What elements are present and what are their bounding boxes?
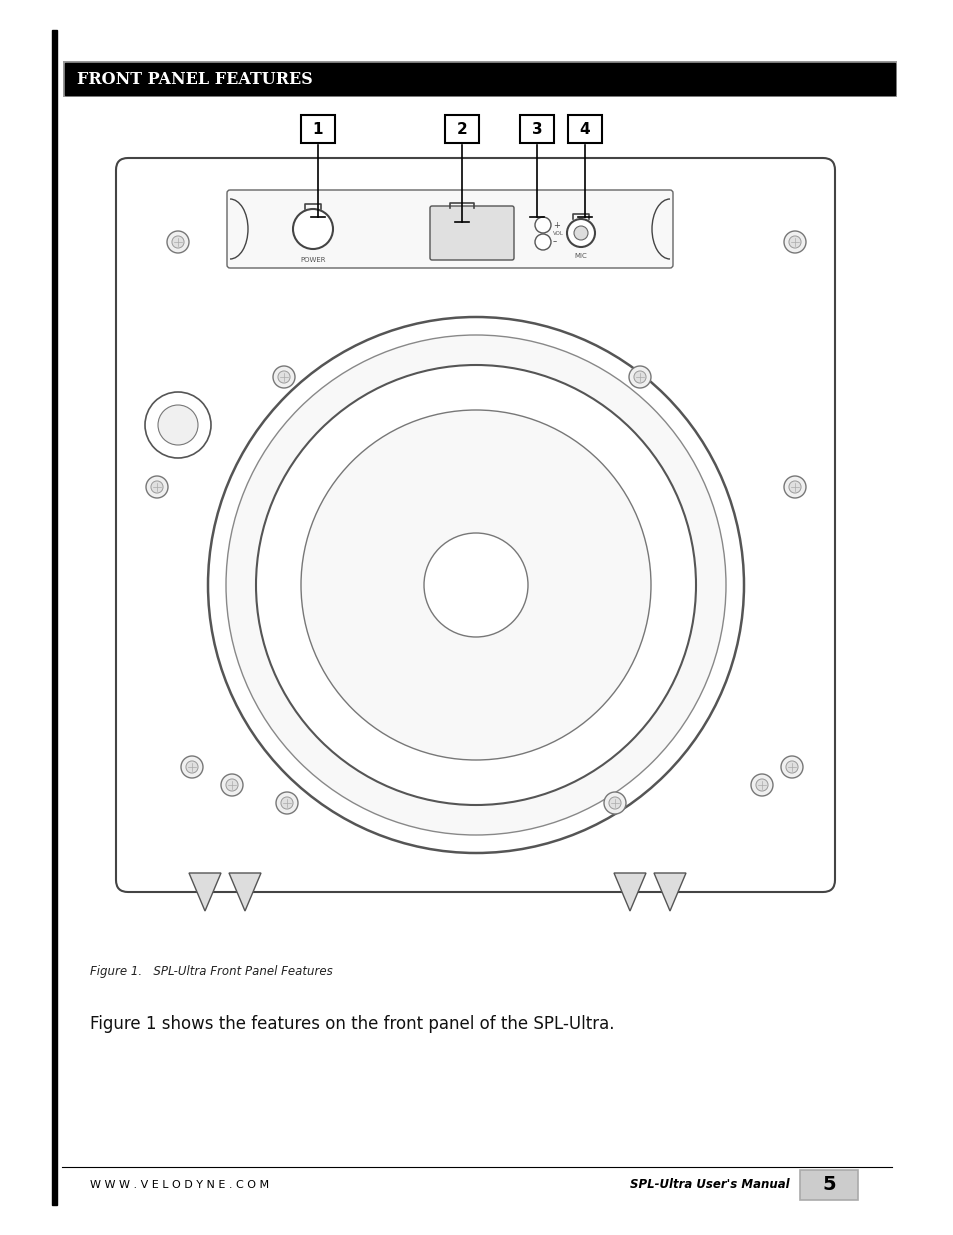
Text: 2: 2 [456, 121, 467, 137]
Circle shape [226, 335, 725, 835]
Text: Figure 1.   SPL-Ultra Front Panel Features: Figure 1. SPL-Ultra Front Panel Features [90, 965, 333, 978]
Text: VOL: VOL [553, 231, 563, 236]
Circle shape [603, 792, 625, 814]
Circle shape [608, 797, 620, 809]
Circle shape [535, 233, 551, 249]
Circle shape [750, 774, 772, 797]
Circle shape [783, 475, 805, 498]
Text: –: – [553, 237, 557, 247]
Circle shape [273, 366, 294, 388]
FancyBboxPatch shape [227, 190, 672, 268]
Bar [52, 30, 57, 1205]
Bar [65, 63, 894, 95]
Polygon shape [189, 873, 221, 911]
Bar [301, 115, 335, 143]
Circle shape [146, 475, 168, 498]
Text: 5: 5 [821, 1176, 835, 1194]
Text: W W W . V E L O D Y N E . C O M: W W W . V E L O D Y N E . C O M [90, 1179, 269, 1191]
Bar [519, 115, 554, 143]
Bar [63, 61, 896, 98]
Circle shape [781, 756, 802, 778]
FancyBboxPatch shape [430, 206, 514, 261]
Bar [567, 115, 601, 143]
Text: 3: 3 [531, 121, 541, 137]
Circle shape [158, 405, 198, 445]
FancyBboxPatch shape [116, 158, 834, 892]
Text: SPL-Ultra User's Manual: SPL-Ultra User's Manual [630, 1178, 789, 1192]
Circle shape [151, 480, 163, 493]
Text: +: + [553, 221, 559, 230]
Circle shape [628, 366, 650, 388]
Circle shape [181, 756, 203, 778]
Bar [444, 115, 478, 143]
Circle shape [574, 226, 587, 240]
Polygon shape [614, 873, 645, 911]
Bar [800, 1170, 857, 1200]
Text: MIC: MIC [574, 253, 587, 259]
Circle shape [566, 219, 595, 247]
Circle shape [535, 217, 551, 233]
Circle shape [172, 236, 184, 248]
Circle shape [167, 231, 189, 253]
Circle shape [788, 480, 801, 493]
Circle shape [280, 797, 293, 809]
Circle shape [423, 534, 527, 637]
Circle shape [226, 779, 238, 792]
Polygon shape [654, 873, 685, 911]
Polygon shape [229, 873, 261, 911]
Circle shape [634, 370, 645, 383]
Text: 4: 4 [579, 121, 590, 137]
Circle shape [301, 410, 650, 760]
Text: FRONT PANEL FEATURES: FRONT PANEL FEATURES [77, 70, 313, 88]
Circle shape [221, 774, 243, 797]
Circle shape [785, 761, 798, 773]
Circle shape [277, 370, 290, 383]
Circle shape [145, 391, 211, 458]
Circle shape [788, 236, 801, 248]
Text: 1: 1 [313, 121, 323, 137]
Circle shape [208, 317, 743, 853]
Text: POWER: POWER [300, 257, 325, 263]
Circle shape [783, 231, 805, 253]
Circle shape [275, 792, 297, 814]
Text: Figure 1 shows the features on the front panel of the SPL-Ultra.: Figure 1 shows the features on the front… [90, 1015, 614, 1032]
Circle shape [186, 761, 198, 773]
Circle shape [255, 366, 696, 805]
Circle shape [755, 779, 767, 792]
Circle shape [293, 209, 333, 249]
